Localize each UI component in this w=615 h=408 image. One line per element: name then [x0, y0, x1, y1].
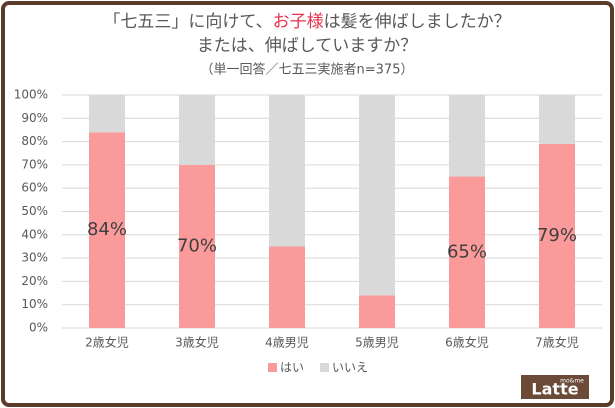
data-label: 65%	[447, 241, 487, 262]
legend-swatch	[320, 363, 330, 372]
y-tick-label: 30%	[21, 251, 48, 265]
y-tick-label: 40%	[21, 227, 48, 241]
bar-segment	[449, 95, 485, 177]
title-highlight: お子様	[273, 12, 324, 32]
logo-text: Latte	[531, 380, 578, 399]
y-tick-label: 70%	[21, 157, 48, 171]
chart-subtitle: （単一回答／七五三実施者n=375）	[201, 62, 414, 78]
x-tick-label: 2歳女児	[85, 335, 129, 350]
bar-segment	[359, 295, 395, 328]
chart-title: 「七五三」に向けて、お子様は髪を伸ばしましたか？	[103, 12, 510, 32]
x-tick-label: 6歳女児	[445, 335, 489, 350]
bar-segment	[539, 143, 575, 328]
bar-segment	[89, 132, 125, 328]
x-tick-label: 4歳男児	[265, 336, 309, 350]
y-tick-label: 80%	[21, 134, 48, 148]
data-label: 84%	[87, 219, 127, 240]
title-part: 「七五三」に向けて、	[103, 12, 272, 32]
bar-segment	[89, 95, 125, 133]
data-label: 70%	[177, 235, 217, 256]
x-tick-label: 5歳男児	[355, 336, 399, 350]
chart-title: または、伸ばしていますか？	[197, 36, 418, 56]
y-tick-label: 10%	[21, 297, 48, 311]
legend-swatch	[268, 363, 277, 372]
x-tick-label: 7歳女児	[535, 335, 579, 350]
bar-segment	[449, 176, 485, 328]
bar-segment	[539, 95, 575, 144]
title-part: は髪を伸ばしましたか？	[324, 12, 511, 32]
x-tick-label: 3歳女児	[175, 335, 219, 350]
bar-segment	[359, 95, 395, 296]
y-tick-label: 100%	[14, 88, 48, 102]
y-tick-label: 90%	[21, 111, 48, 125]
y-tick-label: 50%	[21, 204, 48, 218]
bar-segment	[269, 246, 305, 328]
y-tick-label: 20%	[21, 274, 48, 288]
y-tick-label: 60%	[21, 181, 48, 195]
data-label: 79%	[537, 225, 577, 246]
bar-segment	[179, 95, 215, 165]
plot: 0% 10% 20% 30% 40% 50% 60% 70% 80% 90% 100% 84% 2歳女児…	[14, 88, 602, 375]
logo-small: mo&me	[560, 378, 584, 385]
logo-box	[521, 375, 589, 399]
legend-label: いいえ	[332, 361, 368, 375]
y-tick-label: 0%	[29, 321, 48, 335]
bar-segment	[269, 95, 305, 247]
bar-segment	[179, 164, 215, 328]
legend-label: はい	[280, 361, 304, 375]
